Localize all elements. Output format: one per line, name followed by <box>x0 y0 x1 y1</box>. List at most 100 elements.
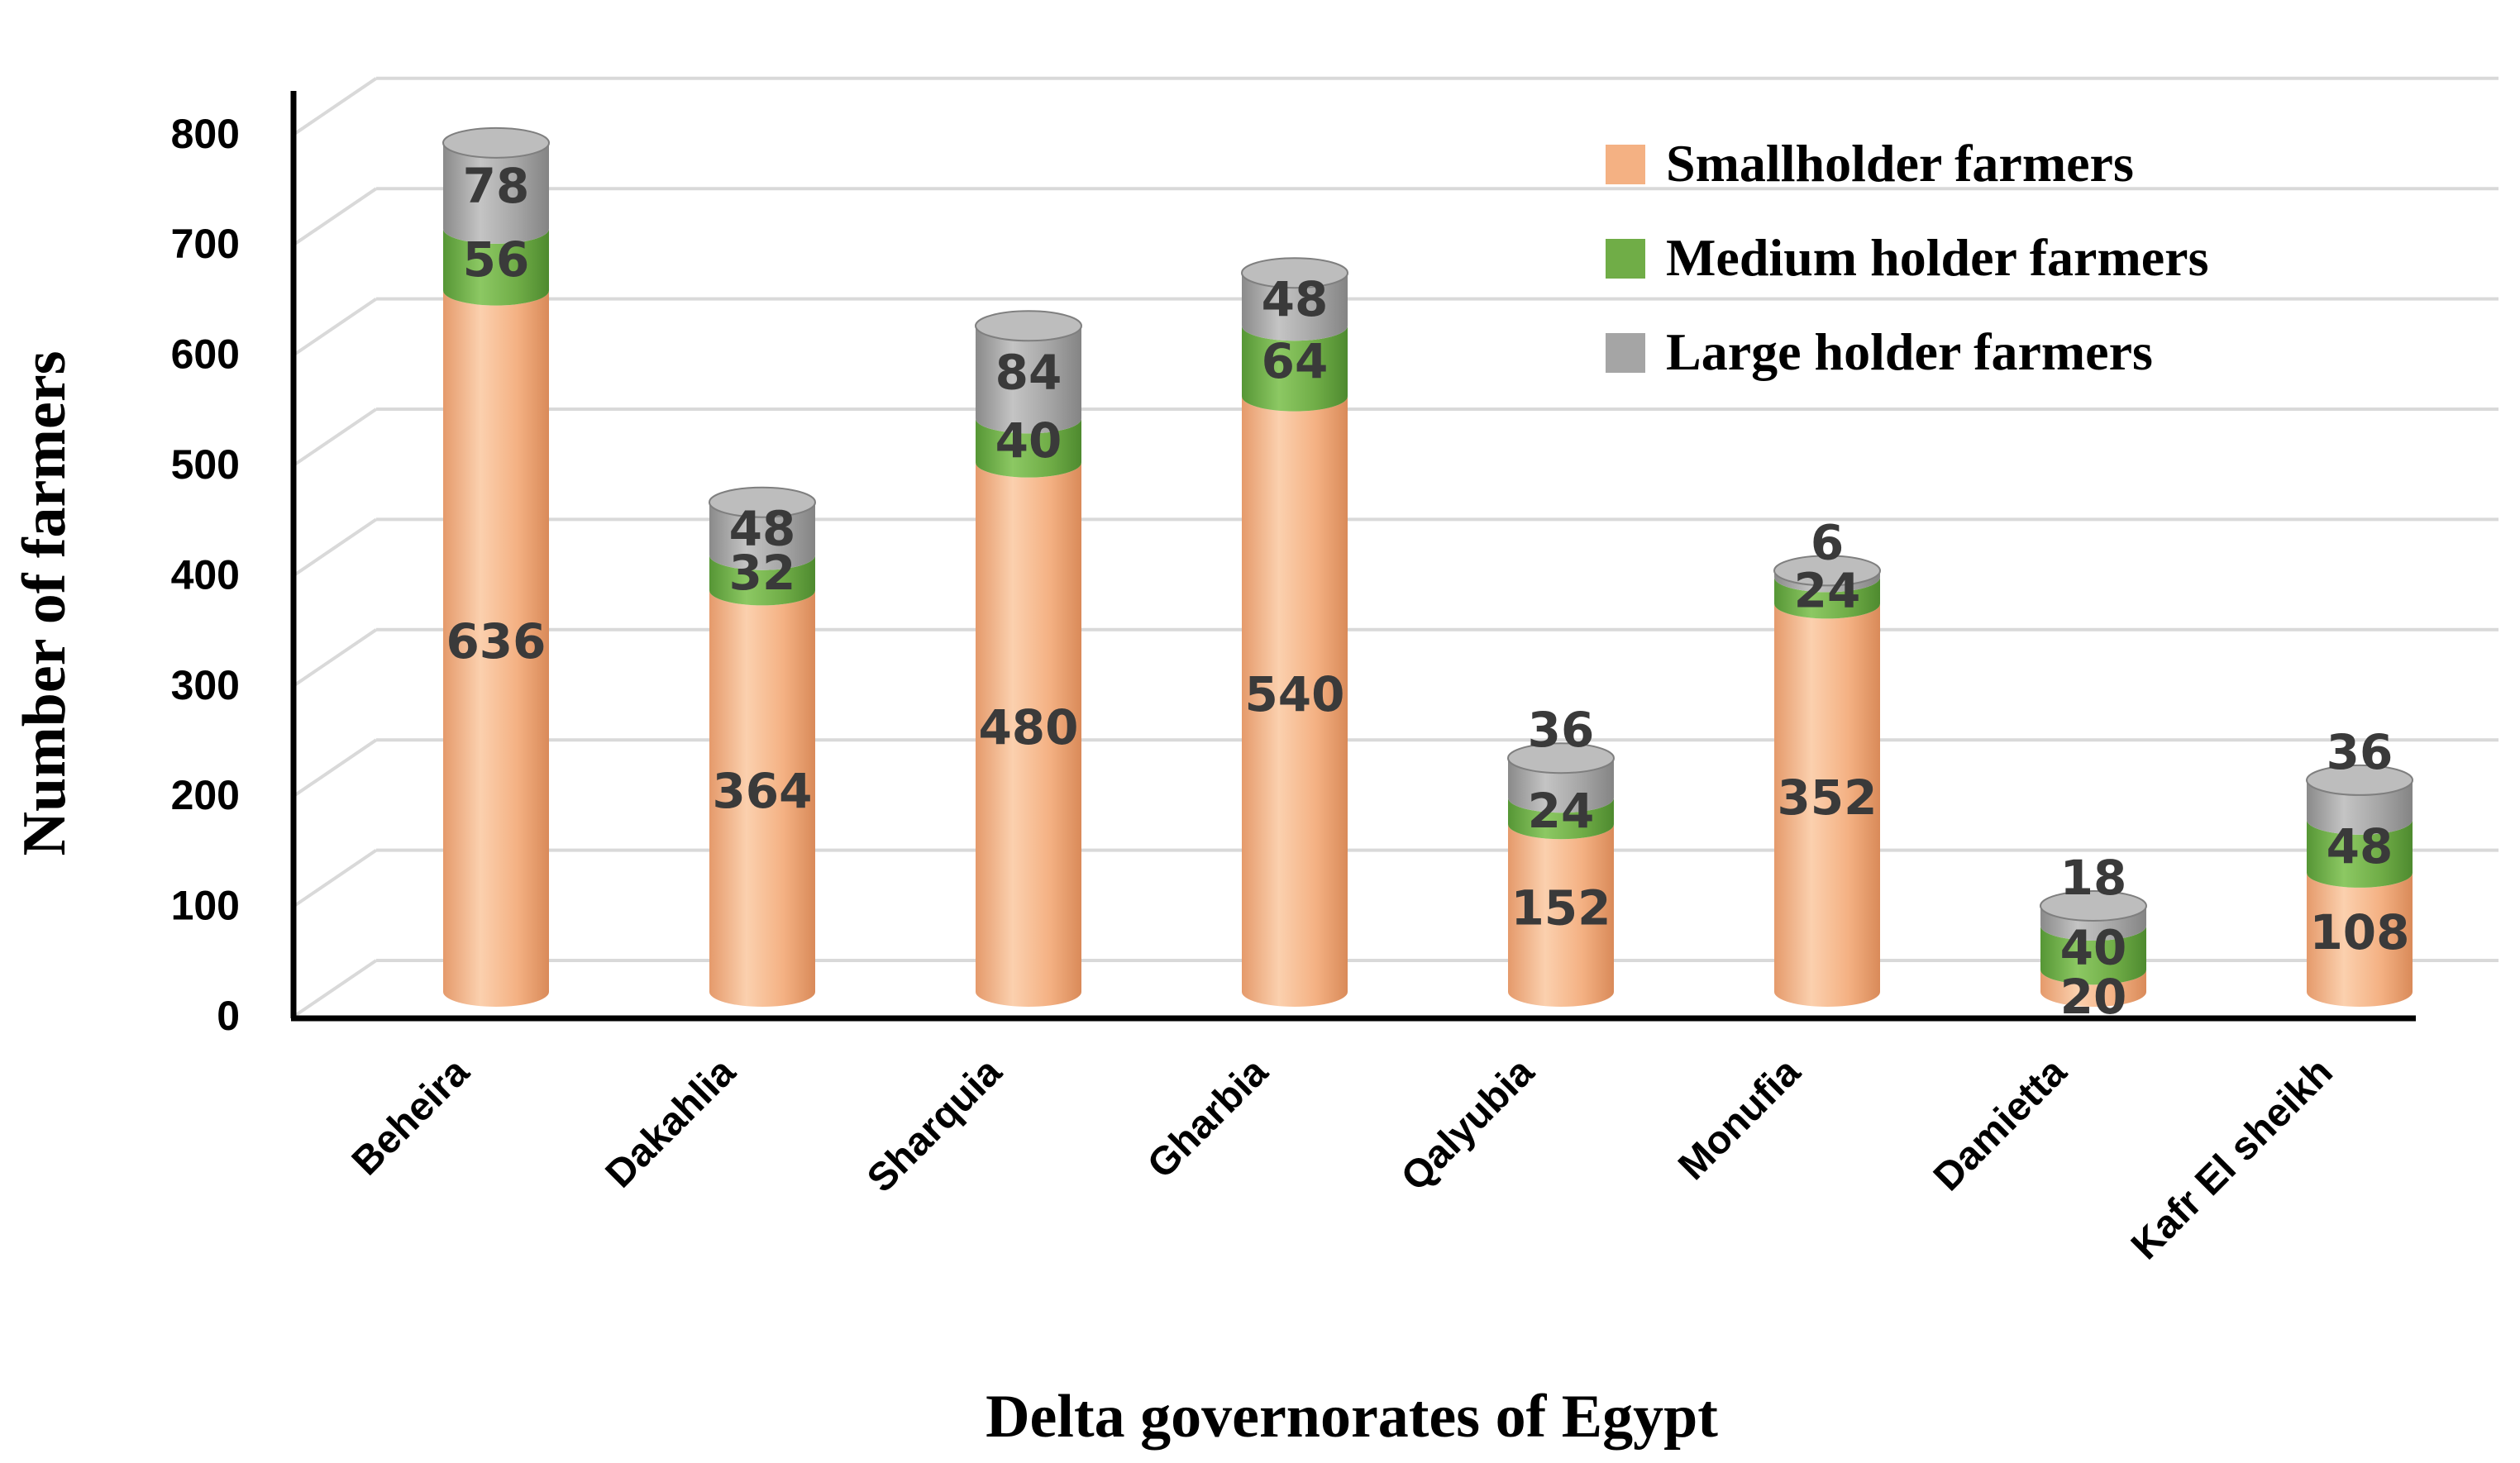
bar-top-cap <box>442 126 550 159</box>
data-label: 78 <box>463 158 530 214</box>
bar-group: 636 56 78 <box>442 126 550 1007</box>
y-tick-label: 0 <box>217 993 240 1039</box>
bar-segment-large-holder-farmers <box>2040 905 2146 941</box>
legend-swatch <box>1606 333 1645 373</box>
bar-group: 108 48 36 <box>2306 724 2413 1007</box>
bar-top-cap <box>709 486 816 518</box>
bar-top-cap <box>2306 764 2413 796</box>
data-label: 32 <box>729 545 796 601</box>
x-tick-label: Qalyubia <box>1393 1050 1543 1199</box>
x-tick-label: Gharbia <box>1139 1050 1277 1187</box>
bar-segment-medium-holder-farmers <box>2040 925 2146 985</box>
gridline <box>292 848 378 908</box>
x-tick-label: Kafr El sheikh <box>2123 1050 2341 1268</box>
bar-segment-medium-holder-farmers <box>1774 577 1880 619</box>
bar-segment-smallholder-farmers <box>1508 824 1614 1007</box>
bar-segment-smallholder-farmers <box>2040 970 2146 1007</box>
bar-top-cap <box>1507 742 1615 774</box>
gridline <box>292 738 378 798</box>
legend-label: Large holder farmers <box>1666 322 2153 381</box>
data-label: 48 <box>2327 818 2394 874</box>
bar-group: 480 40 84 <box>975 310 1082 1007</box>
gridline <box>292 517 378 578</box>
bar-top-cap <box>975 310 1082 342</box>
data-label: 20 <box>2060 969 2127 1025</box>
data-label: 152 <box>1511 880 1611 936</box>
data-label: 364 <box>712 763 812 819</box>
x-tick-label: Monufia <box>1670 1050 1809 1189</box>
data-label: 480 <box>978 699 1078 755</box>
bar-segment-large-holder-farmers <box>1774 570 1880 593</box>
bar-segment-medium-holder-farmers <box>1242 326 1348 412</box>
y-tick-label: 300 <box>171 662 240 708</box>
y-tick-label: 800 <box>171 111 240 157</box>
gridline <box>292 407 378 467</box>
data-label: 24 <box>1528 783 1595 839</box>
bar-segment-smallholder-farmers <box>976 462 1081 1007</box>
y-tick-label: 700 <box>171 221 240 267</box>
data-label: 636 <box>446 613 546 670</box>
y-tick-labels: 0 100 200 300 400 500 600 700 800 <box>171 111 240 1039</box>
data-label: 352 <box>1777 770 1877 826</box>
data-label: 24 <box>1794 562 1861 618</box>
bar-top-cap <box>1773 555 1881 587</box>
data-label: 108 <box>2309 904 2409 960</box>
data-label: 64 <box>1262 333 1329 389</box>
y-tick-label: 500 <box>171 441 240 488</box>
bars: 6365678364324848040845406448152243635224… <box>442 126 2413 1025</box>
gridline <box>292 297 378 357</box>
x-tick-label: Damietta <box>1926 1050 2075 1199</box>
y-axis-title: Number of farmers <box>11 350 79 855</box>
legend-label: Smallholder farmers <box>1666 134 2134 193</box>
x-tick-label: Dakahlia <box>598 1050 744 1196</box>
data-label: 18 <box>2060 850 2127 906</box>
bar-segment-large-holder-farmers <box>1242 273 1348 341</box>
data-label: 48 <box>1262 271 1329 327</box>
x-axis-title: Delta governorates of Egypt <box>986 1383 1718 1451</box>
bar-segment-medium-holder-farmers <box>976 418 1081 478</box>
legend-label: Medium holder farmers <box>1666 228 2208 287</box>
bar-segment-large-holder-farmers <box>709 502 815 570</box>
gridline <box>292 187 378 246</box>
bar-segment-smallholder-farmers <box>2307 872 2413 1007</box>
bar-top-cap <box>1241 257 1348 289</box>
y-tick-label: 100 <box>171 883 240 929</box>
data-label: 36 <box>2327 724 2394 780</box>
bar-segment-medium-holder-farmers <box>709 555 815 606</box>
bar-segment-medium-holder-farmers <box>2307 819 2413 888</box>
gridlines <box>292 76 2499 1018</box>
data-label: 540 <box>1244 666 1344 722</box>
data-label: 40 <box>995 412 1062 469</box>
bar-segment-smallholder-farmers <box>443 290 549 1007</box>
bar-segment-large-holder-farmers <box>443 142 549 244</box>
x-tick-labels: Beheira Dakahlia Sharquia Gharbia Qalyubia Mo… <box>344 1050 2341 1268</box>
bar-top-cap <box>2040 889 2147 922</box>
x-tick-label: Beheira <box>344 1050 478 1184</box>
gridline <box>292 77 378 136</box>
bar-group: 540 64 48 <box>1241 257 1348 1007</box>
data-label: 6 <box>1811 514 1844 570</box>
data-label: 84 <box>995 344 1062 400</box>
bar-segment-large-holder-farmers <box>976 326 1081 434</box>
data-label: 48 <box>729 501 796 557</box>
bar-group: 352 246 <box>1773 514 1881 1007</box>
x-tick-label: Sharquia <box>859 1050 1010 1201</box>
data-label: 36 <box>1528 702 1595 758</box>
gridline <box>292 628 378 688</box>
data-label: 40 <box>2060 920 2127 976</box>
legend-swatch <box>1606 145 1645 184</box>
legend: Smallholder farmers Medium holder farmers… <box>1606 134 2208 381</box>
y-tick-label: 400 <box>171 551 240 598</box>
bar-segment-smallholder-farmers <box>709 590 815 1007</box>
bar-segment-medium-holder-farmers <box>443 228 549 306</box>
bar-group: 152 24 36 <box>1507 702 1615 1007</box>
y-tick-label: 200 <box>171 772 240 818</box>
gridline <box>292 959 378 1018</box>
bar-segment-medium-holder-farmers <box>1508 798 1614 840</box>
bar-segment-smallholder-farmers <box>1242 396 1348 1007</box>
bar-segment-smallholder-farmers <box>1774 603 1880 1007</box>
data-label: 56 <box>463 231 530 288</box>
